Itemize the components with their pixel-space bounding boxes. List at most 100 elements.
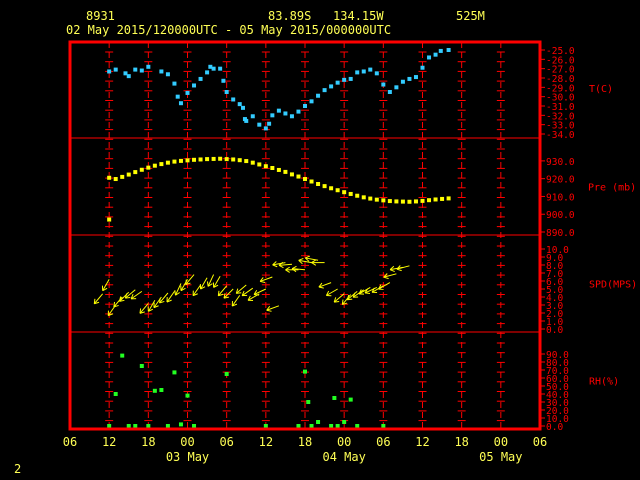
pressure-point <box>289 172 294 177</box>
temperature-point <box>244 118 249 123</box>
wind-arrow-head <box>102 287 108 292</box>
wind-arrow <box>206 274 215 287</box>
pressure-point <box>394 199 399 204</box>
wind-arrow-head <box>383 276 389 280</box>
pressure-point <box>244 159 249 164</box>
pressure-point <box>270 166 275 170</box>
wind-arrow-shaft <box>207 274 215 287</box>
station-location: 83.89S 134.15W <box>268 9 384 23</box>
panel-label-wind: SPD(MPS) <box>589 280 637 291</box>
wind-arrow-shaft <box>352 289 365 298</box>
pressure-point <box>126 172 131 177</box>
wind-arrow-head <box>206 281 209 287</box>
wind-arrow <box>199 277 208 290</box>
rh-point <box>263 424 268 428</box>
rh-point <box>296 424 301 428</box>
y-tick-label: 30.0 <box>546 398 569 409</box>
wind-arrow-head <box>113 301 116 308</box>
wind-arrow-head <box>218 293 224 297</box>
wind-arrow-head <box>396 268 402 272</box>
wind-arrow-shaft <box>326 288 338 296</box>
pressure-point <box>309 179 314 184</box>
rh-point <box>178 422 183 427</box>
rh-point <box>381 424 386 428</box>
pressure-point <box>407 199 412 204</box>
wind-arrow-shaft <box>102 279 110 291</box>
temperature-point <box>342 77 347 82</box>
rh-point <box>133 424 138 428</box>
pressure-point <box>387 199 392 204</box>
rh-point <box>146 424 151 428</box>
pressure-point <box>446 196 451 201</box>
wind-arrow-head <box>260 280 266 284</box>
pressure-point <box>231 157 236 162</box>
wind-arrow <box>259 276 273 284</box>
pressure-point <box>400 199 405 204</box>
wind-arrow-shaft <box>266 305 280 311</box>
temperature-point <box>224 90 229 94</box>
wind-arrow-head <box>159 297 161 304</box>
pressure-point <box>107 217 112 222</box>
wind-arrow-shaft <box>298 259 312 264</box>
pressure-point <box>361 195 366 200</box>
y-tick-label: -28.0 <box>546 74 575 85</box>
wind-arrow-shaft <box>358 286 371 295</box>
pressure-point <box>413 199 418 204</box>
wind-arrow-head <box>94 301 100 305</box>
pressure-point <box>355 193 360 198</box>
temperature-point <box>387 90 392 94</box>
x-tick-label: 00 <box>337 435 351 449</box>
wind-arrow-head <box>364 288 369 294</box>
temperature-point <box>322 88 327 93</box>
date-label: 03 May <box>166 450 209 464</box>
wind-arrow-head <box>139 311 145 314</box>
rh-point <box>303 369 307 374</box>
wind-arrow <box>139 303 149 314</box>
temperature-point <box>185 90 190 95</box>
rh-point <box>159 388 164 392</box>
temperature-point <box>420 65 425 70</box>
wind-arrow-head <box>272 264 278 268</box>
rh-point <box>139 364 144 368</box>
pressure-point <box>381 198 386 203</box>
y-tick-label: 60.0 <box>546 374 569 385</box>
temperature-point <box>263 126 268 131</box>
wind-arrow-head <box>153 305 159 309</box>
rh-point <box>172 370 177 375</box>
y-tick-label: 0.0 <box>546 325 563 336</box>
pressure-point <box>276 167 281 172</box>
rh-point <box>329 424 334 428</box>
temperature-point <box>218 66 223 71</box>
y-tick-label: 930.0 <box>546 157 575 168</box>
y-tick-labels: -25.0-26.0-27.0-28.0-29.0-30.0-31.0-32.0… <box>540 46 575 433</box>
wind-arrow <box>93 293 104 305</box>
pressure-point <box>192 157 197 162</box>
temperature-point <box>113 67 118 72</box>
pressure-point <box>211 156 216 161</box>
pressure-point <box>348 191 353 196</box>
pressure-point <box>152 163 157 168</box>
wind-arrow <box>341 294 352 306</box>
pressure-point <box>263 164 268 169</box>
rh-point <box>192 424 197 428</box>
wind-arrow-shaft <box>235 284 247 294</box>
rh-point <box>332 396 337 400</box>
pressure-point <box>146 165 151 170</box>
pressure-point <box>198 157 203 162</box>
x-tick-label: 18 <box>298 435 312 449</box>
x-tick-label: 06 <box>376 435 390 449</box>
wind-arrow-shaft <box>341 294 352 305</box>
temperature-point <box>198 76 203 81</box>
temperature-point <box>107 69 112 74</box>
temperature-point <box>276 108 281 113</box>
temperature-point <box>289 114 294 119</box>
wind-arrow-head <box>108 313 114 317</box>
rh-point <box>224 372 229 376</box>
y-tick-label: 90.0 <box>546 350 569 361</box>
wind-arrow-head <box>371 287 375 293</box>
wind-arrow <box>272 261 286 268</box>
pressure-point <box>342 190 347 195</box>
wind-arrow <box>298 257 312 265</box>
wind-arrow-head <box>342 302 348 306</box>
